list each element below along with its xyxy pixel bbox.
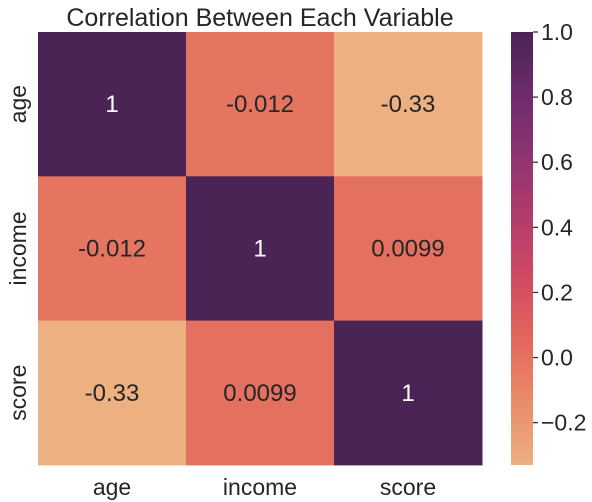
heatmap-cell — [38, 32, 187, 177]
colorbar-tick-label: 0.0 — [541, 345, 573, 371]
heatmap-cell — [334, 176, 483, 322]
y-tick-label: income — [5, 211, 31, 285]
chart-title: Correlation Between Each Variable — [66, 4, 453, 32]
cell-value-label: 0.0099 — [371, 235, 444, 262]
colorbar-tick-label: −0.2 — [541, 410, 586, 436]
heatmap-cell — [334, 32, 483, 177]
x-tick-label: score — [380, 474, 436, 500]
heatmap-cell — [334, 320, 483, 466]
cell-value-label: -0.012 — [78, 235, 146, 262]
colorbar-tick-label: 1.0 — [541, 19, 573, 45]
x-tick-label: age — [93, 474, 131, 500]
colorbar: −0.2 0.0 0.2 0.4 0.6 0.8 1.0 — [511, 19, 586, 465]
y-tick-label: score — [5, 365, 31, 421]
colorbar-tick-label: 0.6 — [541, 149, 573, 175]
cell-value-label: -0.33 — [85, 380, 140, 407]
y-axis-labels: age income score — [5, 85, 31, 421]
cell-value-label: 1 — [253, 235, 266, 262]
cell-value-label: 1 — [105, 91, 118, 118]
x-axis-labels: age income score — [93, 474, 436, 500]
cell-value-label: -0.012 — [226, 91, 294, 118]
heatmap-cells: 1 -0.012 -0.33 -0.012 1 0.0099 -0.33 0.0099 1 — [38, 32, 483, 466]
heatmap-cell — [186, 320, 335, 466]
colorbar-tick-label: 0.4 — [541, 214, 573, 240]
heatmap-cell — [186, 176, 335, 322]
colorbar-tick-label: 0.8 — [541, 84, 573, 110]
cell-value-label: -0.33 — [381, 91, 436, 118]
cell-value-label: 0.0099 — [223, 380, 296, 407]
heatmap-cell — [38, 320, 187, 466]
heatmap-cell — [38, 176, 187, 322]
y-tick-label: age — [5, 85, 31, 123]
cell-value-label: 1 — [401, 380, 414, 407]
heatmap-cell — [186, 32, 335, 177]
colorbar-gradient — [511, 32, 533, 465]
colorbar-tick-label: 0.2 — [541, 279, 573, 305]
x-tick-label: income — [223, 474, 297, 500]
